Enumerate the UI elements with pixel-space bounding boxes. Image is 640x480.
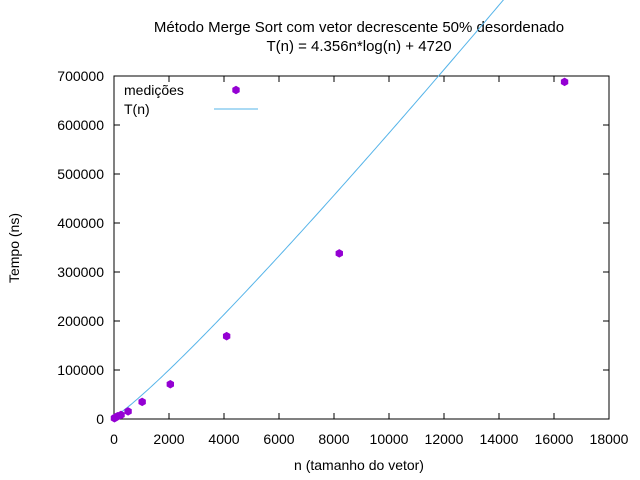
x-axis-label: n (tamanho do vetor): [294, 457, 424, 473]
x-tick-label: 8000: [318, 431, 349, 447]
x-tick-label: 16000: [535, 431, 574, 447]
data-point: [124, 407, 132, 416]
x-tick-label: 14000: [480, 431, 519, 447]
legend-label-measurements: medições: [124, 82, 184, 98]
x-tick-label: 6000: [263, 431, 294, 447]
y-tick-label: 600000: [57, 117, 104, 133]
data-point: [138, 397, 146, 407]
data-point: [166, 379, 175, 389]
x-tick-label: 0: [110, 431, 118, 447]
data-point: [222, 331, 231, 341]
y-tick-label: 100000: [57, 362, 104, 378]
x-axis: 0 2000 4000 6000 8000 10000 12000 14000 16000 180…: [110, 76, 629, 447]
y-tick-label: 0: [96, 411, 104, 427]
y-tick-label: 200000: [57, 313, 104, 329]
y-tick-label: 500000: [57, 166, 104, 182]
legend: medições T(n): [124, 82, 258, 117]
x-tick-label: 12000: [425, 431, 464, 447]
data-point: [117, 410, 125, 420]
fit-series: [113, 0, 504, 418]
y-tick-label: 300000: [57, 264, 104, 280]
data-point: [560, 77, 569, 87]
y-axis: 0 100000 200000 300000 400000 500000 600000 700…: [57, 68, 609, 427]
x-tick-label: 18000: [590, 431, 629, 447]
legend-marker-measurements: [232, 85, 240, 95]
legend-point: [232, 85, 240, 95]
data-point: [335, 249, 343, 258]
y-axis-label: Tempo (ns): [6, 213, 22, 283]
measurement-series: [110, 77, 569, 423]
plot-frame: [113, 75, 610, 420]
y-tick-label: 700000: [57, 68, 104, 84]
chart-subtitle: T(n) = 4.356n*log(n) + 4720: [266, 38, 451, 55]
x-tick-label: 2000: [153, 431, 184, 447]
y-tick-label: 400000: [57, 215, 104, 231]
x-tick-label: 10000: [370, 431, 409, 447]
legend-label-fit: T(n): [124, 101, 150, 117]
fit-line: [113, 0, 504, 418]
x-tick-label: 4000: [208, 431, 239, 447]
chart-title: Método Merge Sort com vetor decrescente …: [154, 19, 564, 36]
